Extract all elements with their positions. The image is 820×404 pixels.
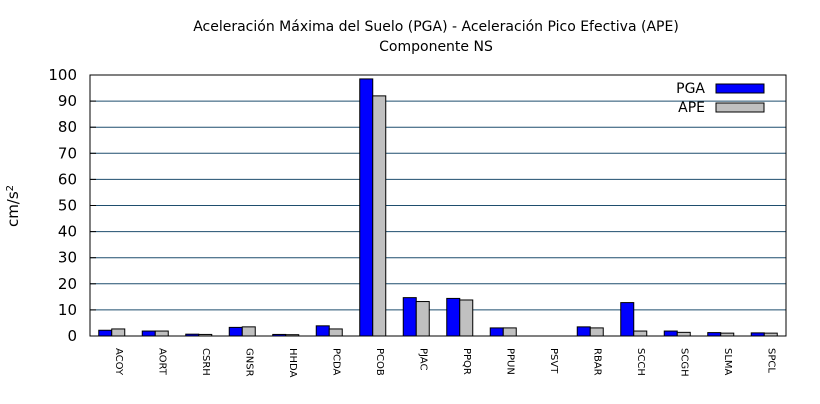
bar-pga-ppqr (446, 297, 461, 337)
y-axis-title: cm/s2 (4, 185, 22, 227)
bar-pga-gnsr (228, 326, 243, 337)
y-tick-label: 60 (58, 170, 77, 188)
legend-swatch-pga (715, 83, 765, 94)
y-tick-label: 100 (48, 66, 77, 84)
bar-pga-aort (141, 330, 156, 337)
y-tick-label: 20 (58, 275, 77, 293)
x-tick-label: SLMA (722, 348, 733, 376)
bar-pga-pjac (402, 297, 417, 337)
x-tick-label: PPQR (461, 348, 472, 375)
y-tick-label: 30 (58, 249, 77, 267)
y-tick-label: 40 (58, 223, 77, 241)
x-tick-label: ACOY (113, 348, 124, 376)
bar-ape-ppun (502, 327, 517, 337)
chart-subtitle: Componente NS (379, 39, 493, 55)
x-tick-label: SCCH (635, 348, 646, 376)
bar-ape-pcda (328, 328, 343, 337)
bar-pga-pcob (359, 78, 374, 337)
x-tick-label: AORT (156, 348, 167, 376)
grid-lines (90, 74, 786, 337)
y-axis-title-superscript: 2 (5, 185, 16, 191)
bar-ape-rbar (589, 327, 604, 337)
plot-frame (89, 74, 787, 337)
bar-ape-scgh (676, 331, 691, 337)
bar-ape-pjac (415, 301, 430, 337)
x-tick-label: SCGH (678, 348, 689, 377)
bar-ape-scch (633, 330, 648, 337)
y-tick-label: 80 (58, 118, 77, 136)
legend: PGA APE (676, 81, 765, 116)
x-tick-label: PSVT (548, 348, 559, 374)
bars-group (98, 78, 778, 337)
chart-title: Aceleración Máxima del Suelo (PGA) - Ace… (193, 19, 679, 35)
y-tick-label: 90 (58, 92, 77, 110)
y-tick-labels: 0 10 20 30 40 50 60 70 80 90 100 (48, 66, 77, 345)
x-tick-label: PCDA (330, 348, 341, 376)
bar-pga-acoy (98, 329, 113, 337)
bar-pga-ppun (489, 327, 504, 337)
y-tick-label: 10 (58, 301, 77, 319)
x-tick-label: RBAR (591, 348, 602, 376)
legend-label-ape: APE (678, 100, 705, 116)
x-tick-label: GNSR (243, 348, 254, 377)
y-tick-label: 70 (58, 144, 77, 162)
bar-ape-ppqr (459, 299, 474, 337)
x-tick-label: PJAC (417, 348, 428, 370)
y-axis-title-base: cm/s (4, 191, 22, 227)
legend-swatch-ape (715, 102, 765, 113)
bar-ape-gnsr (241, 326, 256, 337)
bar-pga-pcda (315, 325, 330, 337)
y-tick-label: 50 (58, 197, 77, 215)
bar-pga-scgh (663, 330, 678, 337)
x-tick-label: PPUN (504, 348, 515, 375)
x-tick-label: HHDA (287, 348, 298, 378)
x-tick-labels: ACOY AORT CSRH GNSR HHDA PCDA PCOB PJAC PPQR PPUN… (113, 348, 777, 378)
x-tick-label: PCOB (374, 348, 385, 376)
bar-pga-slma (707, 332, 722, 337)
bar-pga-rbar (576, 326, 591, 337)
legend-label-pga: PGA (676, 81, 705, 97)
x-tick-label: SPCL (765, 348, 776, 373)
bar-ape-pcob (372, 95, 387, 337)
x-tick-label: CSRH (200, 348, 211, 376)
bar-pga-scch (620, 302, 635, 337)
bar-ape-acoy (111, 328, 126, 337)
bar-ape-aort (154, 330, 169, 337)
y-tick-label: 0 (67, 327, 77, 345)
